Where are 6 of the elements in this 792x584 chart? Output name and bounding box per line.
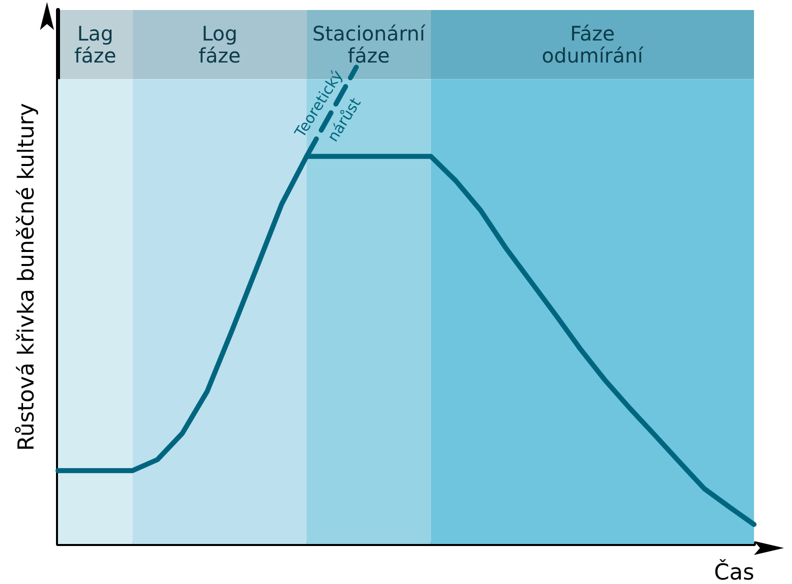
annotation: Stacionární fáze	[312, 22, 426, 68]
y-axis-title: Růstová křivka buněčné kultury	[14, 103, 40, 451]
annotation: Fáze odumírání	[542, 22, 645, 68]
annotation: Log fáze	[198, 22, 241, 68]
x-axis-title: Čas	[714, 558, 754, 584]
annotation: Lag fáze	[74, 22, 116, 68]
